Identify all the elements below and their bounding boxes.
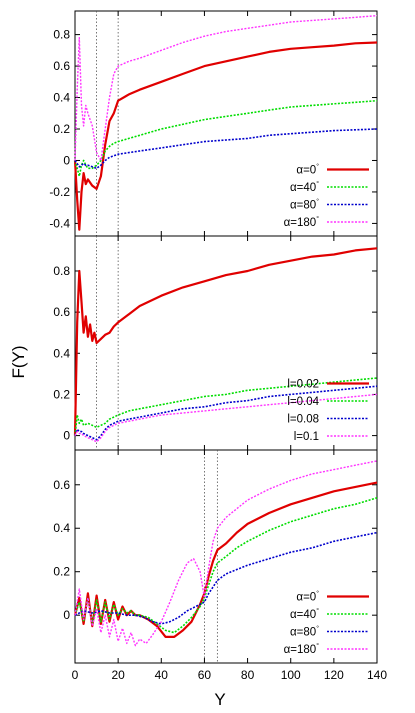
- x-tick-label: 20: [111, 668, 125, 682]
- x-tick-label: 0: [72, 668, 79, 682]
- legend-label: α=40°: [290, 180, 319, 194]
- y-tick-label: 0.4: [53, 521, 70, 535]
- legend-label: l=0.1: [294, 431, 319, 443]
- y-tick-label: 0: [63, 608, 70, 622]
- legend-label: l=0.04: [287, 396, 319, 408]
- series-line: [74, 385, 378, 441]
- series-line: [73, 481, 378, 638]
- legend-label: α=0°: [296, 590, 319, 604]
- y-tick-label: -0.2: [49, 185, 70, 199]
- series-line: [74, 531, 378, 625]
- series-line: [74, 377, 378, 436]
- y-tick-label: 0.6: [53, 59, 70, 73]
- x-axis-label: Y: [214, 690, 225, 709]
- y-tick-label: 0.4: [53, 91, 70, 105]
- legend-label: α=180°: [284, 642, 320, 656]
- panel-bottom: 0 0.2 0.4 0.6 α=0° α=40° α=80° α=180° 0 20 40 60 80 1…: [53, 449, 387, 682]
- legend-label: α=40°: [290, 607, 319, 621]
- series-line: [74, 99, 378, 177]
- series-line: [73, 41, 378, 231]
- y-tick-label: 0.4: [53, 346, 70, 360]
- x-tick-label: 120: [324, 668, 344, 682]
- series-line: [74, 460, 378, 647]
- series-line: [73, 247, 378, 436]
- y-tick-label: 0.6: [53, 305, 70, 319]
- y-tick-label: 0.6: [53, 478, 70, 492]
- series-line: [74, 497, 378, 634]
- legend-label: l=0.08: [287, 414, 319, 426]
- x-tick-label: 140: [367, 668, 387, 682]
- y-tick-label: 0.2: [53, 565, 70, 579]
- legend-label: α=180°: [284, 215, 320, 229]
- legend-label: α=80°: [290, 625, 319, 639]
- y-tick-label: 0: [63, 153, 70, 167]
- y-tick-label: 0.2: [53, 122, 70, 136]
- x-tick-label: 100: [281, 668, 301, 682]
- panel-middle: 0 0.2 0.4 0.6 0.8 l=0.02 l=0.04 l=0.08 l=0.1: [53, 235, 378, 451]
- x-tick-label: 60: [198, 668, 212, 682]
- y-tick-label: -0.4: [49, 216, 70, 230]
- y-axis-label: F(Y): [9, 345, 28, 378]
- y-tick-label: 0.8: [53, 28, 70, 42]
- legend-label: α=80°: [290, 198, 319, 212]
- legend-label: α=0°: [296, 163, 319, 177]
- legend-label: l=0.02: [287, 379, 319, 391]
- y-tick-label: 0.2: [53, 387, 70, 401]
- x-tick-label: 40: [155, 668, 169, 682]
- x-tick-label: 80: [241, 668, 255, 682]
- y-tick-label: 0: [63, 429, 70, 443]
- panel-top: -0.4 -0.2 0 0.2 0.4 0.6 0.8 α=0° α=40° α=80° α=180…: [49, 10, 378, 237]
- y-tick-label: 0.8: [53, 264, 70, 278]
- series-line: [74, 128, 378, 170]
- series-line: [74, 15, 378, 162]
- plot-frame: [74, 449, 378, 664]
